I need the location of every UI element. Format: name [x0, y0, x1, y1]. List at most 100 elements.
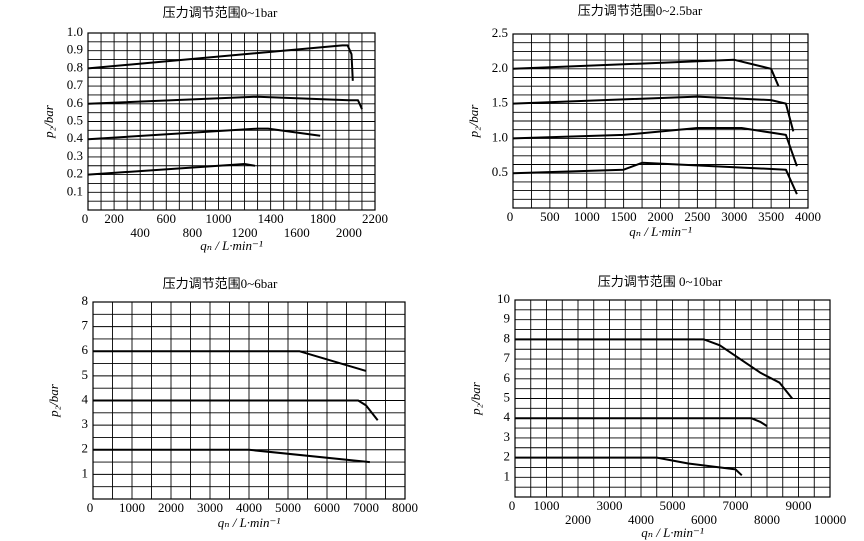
curve: [93, 350, 367, 372]
x-tick-label: 1000: [574, 209, 600, 224]
curve: [515, 338, 793, 400]
x-tick-label: 600: [157, 211, 177, 226]
curve: [512, 95, 795, 132]
x-tick-label: 3000: [597, 498, 623, 513]
x-tick-label: 1500: [611, 209, 637, 224]
x-tick-label: 500: [540, 209, 560, 224]
y-tick-label: 3: [504, 429, 511, 444]
y-tick-label: 0.9: [67, 42, 83, 57]
y-tick-label: 5: [504, 389, 511, 404]
x-axis-label: qₙ / L·min⁻¹: [200, 238, 263, 253]
x-tick-label: 0: [509, 498, 516, 513]
x-axis-label: qₙ / L·min⁻¹: [641, 525, 704, 540]
x-tick-label: 8000: [754, 512, 780, 527]
y-tick-label: 9: [504, 311, 511, 326]
y-axis-label: p₂/bar: [466, 104, 481, 139]
y-tick-label: 2.5: [492, 25, 508, 40]
x-tick-label: 1200: [232, 225, 258, 240]
x-tick-label: 5000: [660, 498, 686, 513]
chart-title: 压力调节范围0~2.5bar: [578, 3, 703, 18]
curve: [87, 127, 321, 141]
curve: [87, 163, 256, 176]
curve: [512, 127, 798, 167]
y-tick-label: 2: [82, 441, 89, 456]
x-tick-label: 7000: [353, 500, 379, 515]
y-tick-label: 0.8: [67, 59, 83, 74]
y-axis-label: p₂/bar: [468, 381, 483, 416]
curve: [93, 399, 379, 421]
y-tick-label: 0.5: [492, 164, 508, 179]
x-axis-label: qₙ / L·min⁻¹: [629, 224, 692, 239]
x-tick-label: 2000: [336, 225, 362, 240]
y-axis-label: p₂/bar: [41, 104, 56, 139]
curve: [515, 417, 768, 427]
x-tick-label: 9000: [786, 498, 812, 513]
curve: [515, 456, 743, 477]
y-tick-label: 0.5: [67, 112, 83, 127]
y-tick-label: 1.0: [492, 129, 508, 144]
y-tick-label: 0.7: [67, 77, 84, 92]
y-tick-label: 8: [504, 330, 511, 345]
curve: [512, 58, 780, 87]
x-tick-label: 10000: [814, 512, 847, 527]
y-tick-label: 7: [504, 350, 511, 365]
x-tick-label: 4000: [236, 500, 262, 515]
x-tick-label: 6000: [691, 512, 717, 527]
x-tick-label: 1400: [258, 211, 284, 226]
x-tick-label: 0: [507, 209, 514, 224]
x-tick-label: 3500: [758, 209, 784, 224]
chart-title: 压力调节范围 0~10bar: [598, 274, 723, 289]
x-axis-label: qₙ / L·min⁻¹: [218, 515, 281, 530]
y-tick-label: 8: [82, 293, 89, 308]
chart-title: 压力调节范围0~6bar: [163, 276, 278, 291]
y-tick-label: 7: [82, 318, 89, 333]
x-tick-label: 2000: [648, 209, 674, 224]
x-tick-label: 0: [82, 211, 89, 226]
x-tick-label: 1800: [310, 211, 336, 226]
x-tick-label: 400: [130, 225, 150, 240]
x-tick-label: 6000: [314, 500, 340, 515]
x-tick-label: 2000: [565, 512, 591, 527]
x-tick-label: 2200: [362, 211, 388, 226]
y-tick-label: 3: [82, 416, 89, 431]
curve: [93, 448, 371, 464]
y-tick-label: 2: [504, 449, 511, 464]
x-tick-label: 1600: [284, 225, 310, 240]
curve: [87, 95, 363, 110]
y-tick-label: 2.0: [492, 60, 508, 75]
x-tick-label: 800: [183, 225, 203, 240]
y-tick-label: 10: [497, 291, 510, 306]
y-tick-label: 0.2: [67, 166, 83, 181]
y-tick-label: 0.6: [67, 95, 84, 110]
y-tick-label: 5: [82, 367, 89, 382]
x-tick-label: 200: [104, 211, 124, 226]
x-tick-label: 3000: [197, 500, 223, 515]
y-tick-label: 1: [504, 468, 511, 483]
plot-frame: [512, 33, 809, 209]
x-tick-label: 8000: [392, 500, 418, 515]
x-tick-label: 5000: [275, 500, 301, 515]
y-tick-label: 4: [82, 391, 89, 406]
x-tick-label: 2000: [158, 500, 184, 515]
x-tick-label: 1000: [205, 211, 231, 226]
x-tick-label: 1000: [534, 498, 560, 513]
x-tick-label: 2500: [684, 209, 710, 224]
y-tick-label: 1.0: [67, 24, 83, 39]
curve: [512, 161, 798, 195]
x-tick-label: 1000: [119, 500, 145, 515]
y-tick-label: 0.1: [67, 183, 83, 198]
y-tick-label: 6: [82, 342, 89, 357]
plot-frame: [514, 299, 831, 498]
y-tick-label: 0.3: [67, 148, 83, 163]
x-tick-label: 3000: [721, 209, 747, 224]
x-tick-label: 0: [87, 500, 94, 515]
y-axis-label: p₂/bar: [46, 383, 61, 418]
y-tick-label: 4: [504, 409, 511, 424]
y-tick-label: 0.4: [67, 130, 84, 145]
chart-title: 压力调节范围0~1bar: [163, 5, 278, 20]
plot-frame: [87, 32, 376, 211]
y-tick-label: 1.5: [492, 95, 508, 110]
x-tick-label: 7000: [723, 498, 749, 513]
